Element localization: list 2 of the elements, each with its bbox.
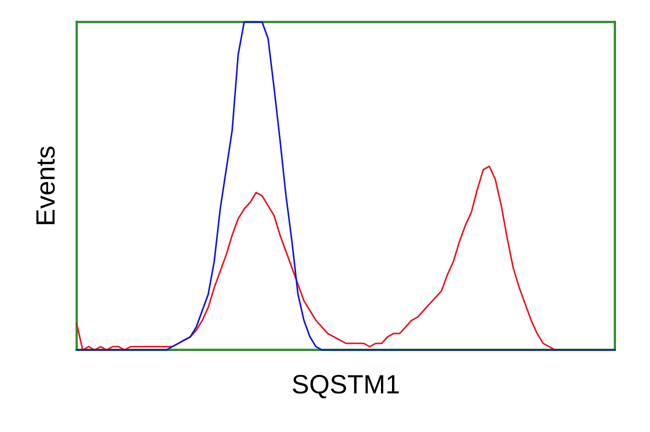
x-axis-title: SQSTM1: [292, 374, 399, 398]
y-axis-title: Events: [36, 146, 55, 224]
